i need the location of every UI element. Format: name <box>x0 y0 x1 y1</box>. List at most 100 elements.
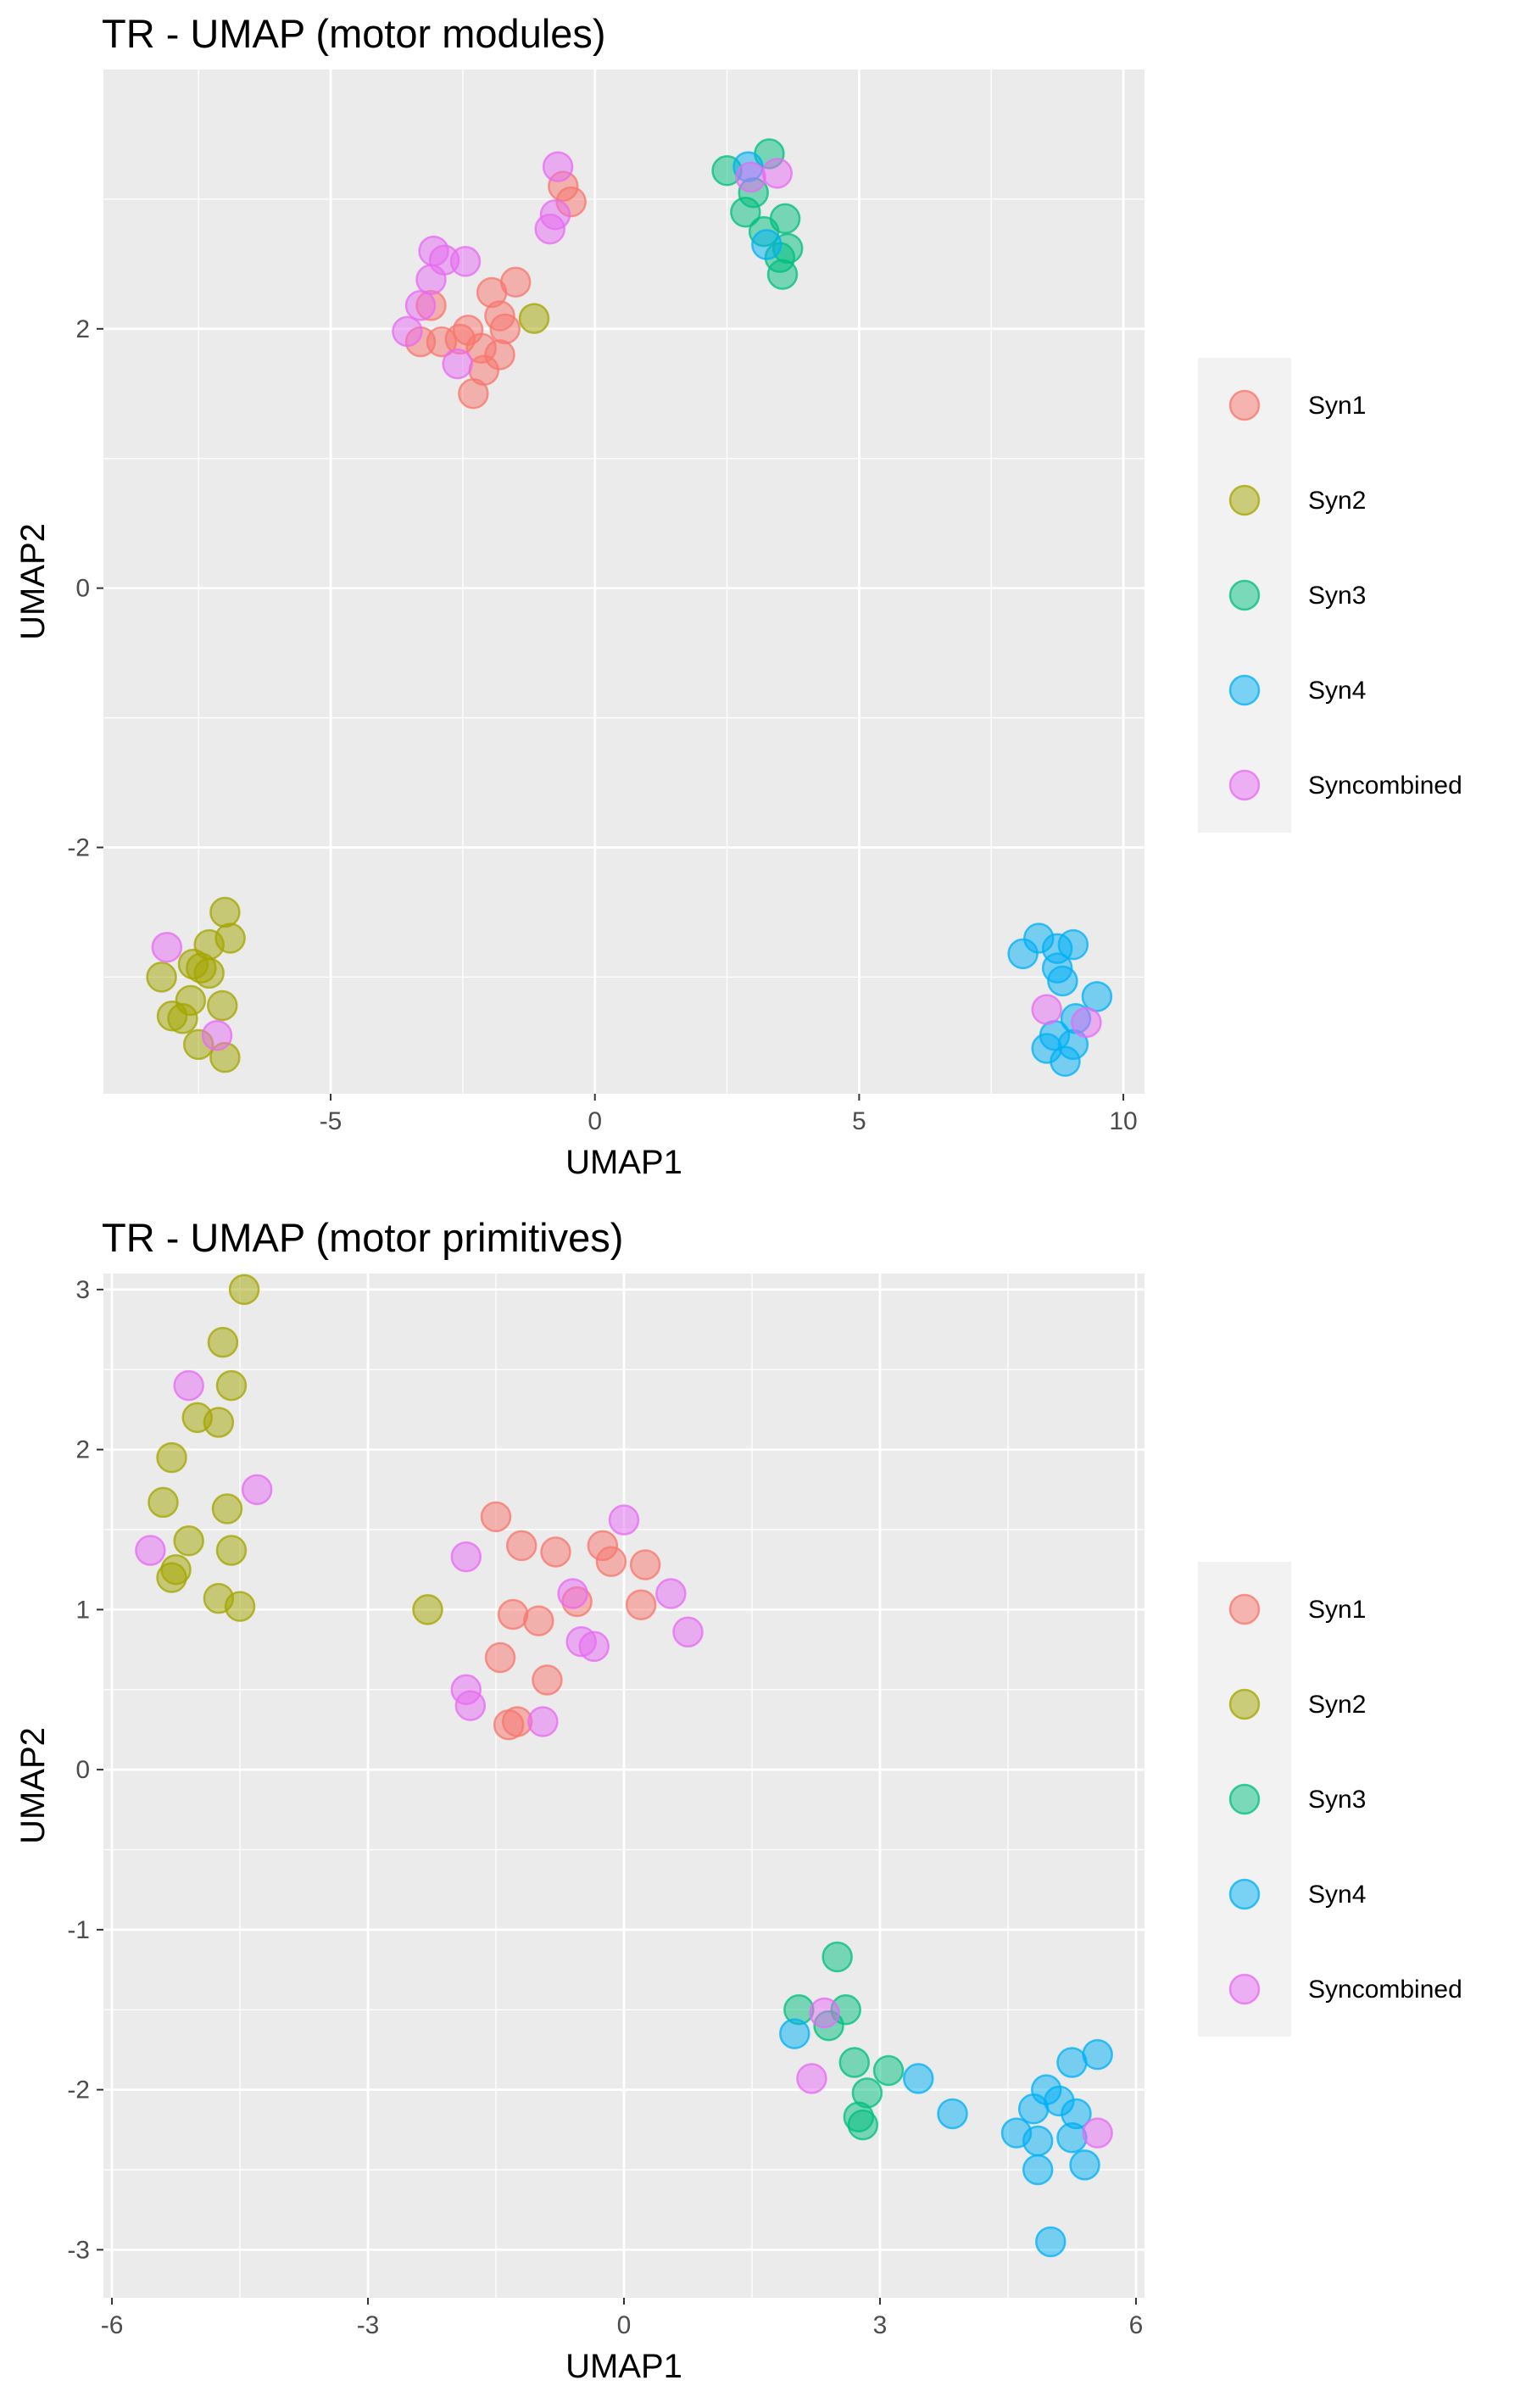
data-point-syn4 <box>779 2018 810 2049</box>
x-tick-label: 6 <box>1129 2311 1144 2339</box>
data-point-syncombined <box>201 1019 233 1051</box>
data-point-syn2 <box>148 1486 179 1519</box>
data-point-syncombined <box>454 1690 487 1721</box>
x-axis-title: UMAP1 <box>565 2348 682 2385</box>
data-point-syn1 <box>484 1642 516 1674</box>
data-point-syn1 <box>532 1664 563 1696</box>
data-point-syncombined <box>761 158 794 189</box>
data-point-syn4 <box>1007 938 1039 970</box>
data-point-syncombined <box>449 246 482 277</box>
data-point-syn2 <box>186 952 217 984</box>
legend-key-syn3 <box>1228 1783 1261 1815</box>
data-point-syn4 <box>1069 2149 1100 2181</box>
motor-primitives-chart: TR - UMAP (motor primitives) -6 -3 0 3 6 -3 -2 -… <box>14 1215 1462 2385</box>
legend-label: Syncombined <box>1308 1976 1462 2004</box>
data-point-syncombined <box>404 290 437 321</box>
data-point-syncombined <box>135 1535 166 1566</box>
data-point-syncombined <box>1082 2117 1113 2149</box>
x-tick-label: -5 <box>320 1107 343 1135</box>
data-point-syn1 <box>595 1546 627 1577</box>
data-point-syncombined <box>557 1578 588 1609</box>
x-tick-label: 0 <box>617 2311 632 2339</box>
data-point-syncombined <box>151 931 183 963</box>
legend-key-syn4 <box>1228 1878 1261 1910</box>
data-point-syn2 <box>228 1274 260 1306</box>
data-point-syn2 <box>146 962 177 993</box>
data-point-syncombined <box>542 151 574 182</box>
data-point-syn2 <box>211 1493 243 1525</box>
legend-label: Syn1 <box>1308 1596 1366 1624</box>
data-point-syn1 <box>629 1549 661 1580</box>
data-point-syn4 <box>903 2063 934 2094</box>
data-point-syn1 <box>540 1536 571 1568</box>
data-point-syn1 <box>625 1589 657 1620</box>
data-point-syn3 <box>766 259 799 290</box>
x-tick-label: -3 <box>357 2311 380 2339</box>
y-tick-label: 2 <box>75 1436 90 1464</box>
data-point-syn2 <box>215 1369 248 1402</box>
data-point-syn2 <box>156 1562 187 1593</box>
y-tick-label: 0 <box>75 1756 90 1784</box>
legend-label: Syn4 <box>1308 1881 1366 1909</box>
data-point-syn1 <box>501 1706 533 1737</box>
y-tick-label: 0 <box>75 575 90 603</box>
data-point-syn1 <box>489 313 521 345</box>
legend-key-syn1 <box>1228 389 1261 421</box>
data-point-syn2 <box>224 1591 256 1622</box>
legend-key-syncombined <box>1228 1973 1261 2005</box>
data-point-syn2 <box>173 1525 204 1557</box>
x-tick-label: 5 <box>852 1107 866 1135</box>
legend-key-syn1 <box>1228 1593 1261 1625</box>
data-point-syncombined <box>173 1369 204 1402</box>
y-tick-label: -2 <box>67 833 90 861</box>
data-point-syn2 <box>209 896 241 928</box>
data-point-syncombined <box>809 1997 840 2029</box>
data-point-syncombined <box>534 213 565 245</box>
data-point-syn2 <box>215 1535 248 1566</box>
legend-label: Syn2 <box>1308 487 1366 515</box>
data-point-syncombined <box>1031 994 1062 1025</box>
data-point-syncombined <box>415 264 447 295</box>
x-axis-title: UMAP1 <box>565 1144 682 1181</box>
data-point-syncombined <box>392 315 423 348</box>
data-point-syn4 <box>1056 2047 1088 2078</box>
y-tick-label: 3 <box>75 1276 90 1304</box>
data-point-syn2 <box>167 1003 198 1034</box>
data-point-syn4 <box>751 229 782 260</box>
legend-key-syn4 <box>1228 674 1261 706</box>
legend-label: Syn4 <box>1308 677 1366 705</box>
x-tick-label: 3 <box>873 2311 888 2339</box>
chart-title: TR - UMAP (motor primitives) <box>102 1215 623 1260</box>
data-point-syn4 <box>1022 2125 1054 2157</box>
data-point-syn2 <box>181 1402 213 1434</box>
data-point-syn4 <box>1050 1045 1081 1078</box>
chart-title: TR - UMAP (motor modules) <box>102 11 606 56</box>
data-point-syn3 <box>730 196 761 228</box>
y-tick-label: 2 <box>75 315 90 343</box>
legend-label: Syn2 <box>1308 1691 1366 1719</box>
data-point-syn2 <box>518 303 550 334</box>
data-point-syn3 <box>838 2047 871 2078</box>
y-axis-title: UMAP2 <box>14 1727 52 1844</box>
data-point-syn4 <box>1022 2154 1054 2186</box>
data-point-syn4 <box>1082 2038 1113 2071</box>
data-point-syn1 <box>523 1605 554 1636</box>
motor-modules-chart: TR - UMAP (motor modules) -5 0 5 10 -2 0 2 UMAP1… <box>14 11 1462 1181</box>
data-point-syn4 <box>1047 965 1078 997</box>
data-point-syn1 <box>505 1530 537 1562</box>
data-point-syn4 <box>1081 981 1113 1012</box>
data-point-syn3 <box>821 1941 853 1973</box>
data-point-syn3 <box>847 2109 879 2141</box>
y-tick-label: 1 <box>75 1596 90 1624</box>
x-tick-label: -6 <box>101 2311 124 2339</box>
data-point-syn2 <box>207 1326 239 1358</box>
data-point-syn4 <box>937 2098 968 2130</box>
data-point-syncombined <box>578 1630 610 1663</box>
data-point-syncombined <box>241 1474 273 1506</box>
data-point-syncombined <box>735 161 766 193</box>
data-point-syncombined <box>796 2063 827 2094</box>
data-point-syncombined <box>442 348 473 380</box>
legend-label: Syn3 <box>1308 1786 1366 1814</box>
y-tick-label: -3 <box>67 2236 90 2264</box>
data-point-syn1 <box>458 378 489 410</box>
